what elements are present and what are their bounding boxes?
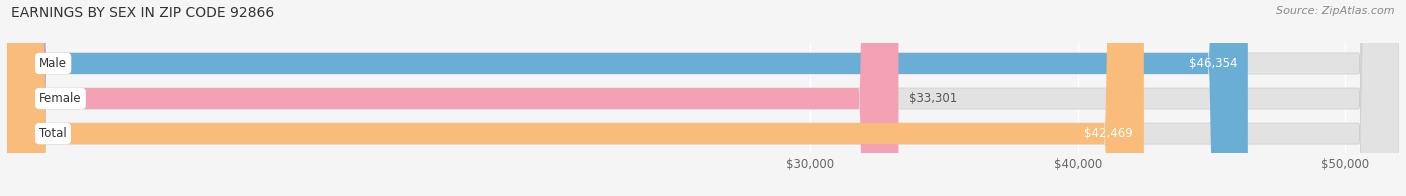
- FancyBboxPatch shape: [7, 0, 1144, 196]
- Text: Total: Total: [39, 127, 67, 140]
- FancyBboxPatch shape: [7, 0, 898, 196]
- FancyBboxPatch shape: [7, 0, 1399, 196]
- Text: Female: Female: [39, 92, 82, 105]
- Text: EARNINGS BY SEX IN ZIP CODE 92866: EARNINGS BY SEX IN ZIP CODE 92866: [11, 6, 274, 20]
- Text: $46,354: $46,354: [1188, 57, 1237, 70]
- Text: $33,301: $33,301: [910, 92, 957, 105]
- Text: Male: Male: [39, 57, 67, 70]
- FancyBboxPatch shape: [7, 0, 1399, 196]
- FancyBboxPatch shape: [7, 0, 1399, 196]
- Text: $42,469: $42,469: [1084, 127, 1133, 140]
- FancyBboxPatch shape: [7, 0, 1249, 196]
- Text: Source: ZipAtlas.com: Source: ZipAtlas.com: [1277, 6, 1395, 16]
